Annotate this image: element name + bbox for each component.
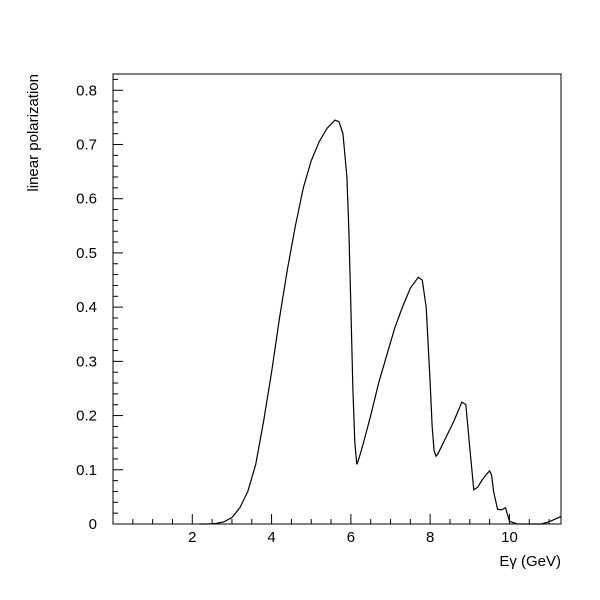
y-tick-label: 0.7 <box>76 136 97 153</box>
y-tick-label: 0.2 <box>76 408 97 425</box>
y-tick-label: 0.1 <box>76 462 97 479</box>
y-axis-label: linear polarization <box>25 74 42 192</box>
y-tick-label: 0.4 <box>76 299 97 316</box>
x-axis-ticks: 2 4 6 8 10 <box>132 514 550 546</box>
polarization-curve <box>200 119 562 525</box>
x-tick-label: 4 <box>267 529 275 546</box>
x-axis-label: Eγ (GeV) <box>499 553 561 570</box>
y-tick-label: 0.8 <box>76 82 97 99</box>
x-tick-label: 10 <box>501 529 518 546</box>
x-tick-label: 2 <box>188 529 196 546</box>
x-tick-label: 6 <box>347 529 355 546</box>
plot-frame <box>112 73 562 525</box>
y-tick-label: 0.3 <box>76 353 97 370</box>
y-tick-label: 0.6 <box>76 191 97 208</box>
x-tick-label: 8 <box>426 529 434 546</box>
y-tick-label: 0 <box>89 516 97 533</box>
y-tick-label: 0.5 <box>76 245 97 262</box>
y-axis-ticks: 0 0.1 0.2 0.3 0.4 0.5 0.6 0.7 0.8 <box>76 78 123 533</box>
